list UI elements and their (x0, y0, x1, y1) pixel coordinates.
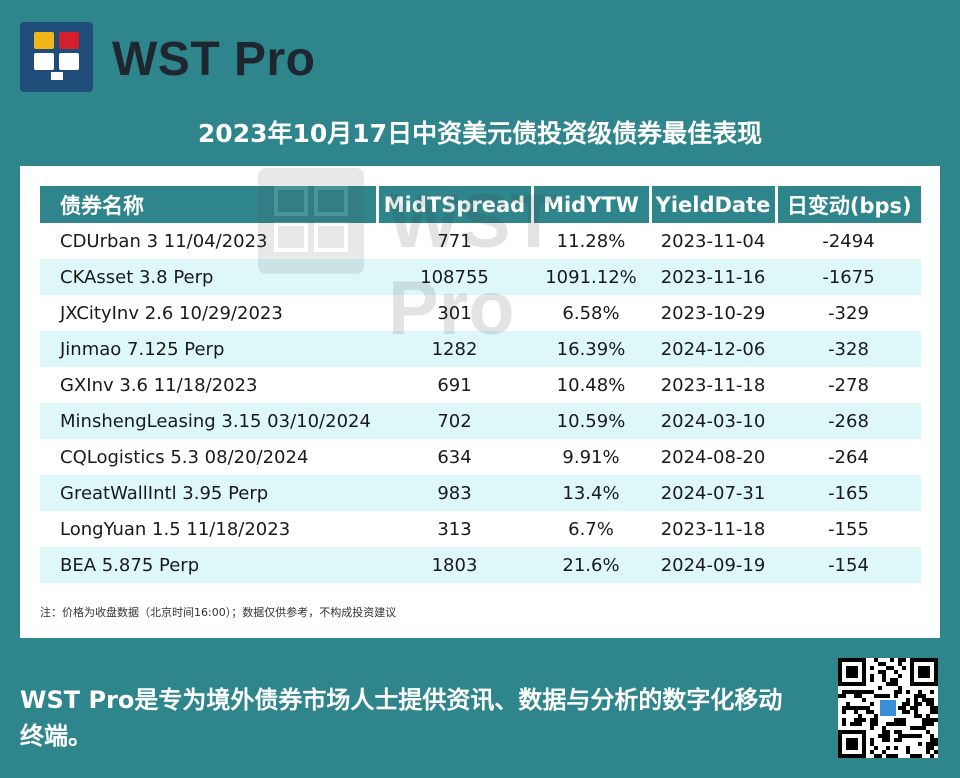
cell-yield-date: 2023-11-04 (660, 230, 766, 252)
cell-daily-change: -328 (776, 331, 921, 367)
table-row: GXInv 3.6 11/18/2023 691 10.48% 2023-11-… (40, 367, 921, 403)
column-header-yield-date: YieldDate (650, 186, 778, 223)
cell-mid-t-spread: 634 (437, 446, 472, 468)
cell-daily-change: -155 (828, 518, 869, 540)
table-card: 债券名称 MidTSpread MidYTW YieldDate 日变动(bps… (20, 166, 940, 638)
table-row: GreatWallIntl 3.95 Perp 983 13.4% 2024-0… (40, 475, 921, 511)
column-header-daily-change: 日变动(bps) (776, 186, 921, 223)
cell-mid-t-spread: 313 (437, 518, 472, 540)
table-row: LongYuan 1.5 11/18/2023 313 6.7% 2023-11… (40, 511, 921, 547)
bond-performance-table: 债券名称 MidTSpread MidYTW YieldDate 日变动(bps… (40, 186, 921, 583)
cell-mid-ytw: 11.28% (556, 230, 626, 252)
cell-daily-change: -2494 (822, 230, 875, 252)
cell-mid-ytw: 16.39% (532, 331, 650, 367)
qr-code-icon (838, 658, 938, 758)
cell-mid-ytw: 6.7% (568, 518, 614, 540)
cell-bond-name: CKAsset 3.8 Perp (40, 259, 377, 295)
cell-mid-ytw: 6.58% (562, 302, 620, 324)
cell-mid-ytw: 13.4% (532, 475, 650, 511)
table-row: MinshengLeasing 3.15 03/10/2024 702 10.5… (40, 403, 921, 439)
cell-daily-change: -278 (828, 374, 869, 396)
cell-mid-t-spread: 301 (437, 302, 472, 324)
cell-mid-ytw: 21.6% (532, 547, 650, 583)
footer-tagline: WST Pro是专为境外债券市场人士提供资讯、数据与分析的数字化移动终端。 (20, 686, 783, 750)
page-title: 2023年10月17日中资美元债投资级债券最佳表现 (197, 119, 763, 148)
cell-yield-date: 2024-07-31 (650, 475, 776, 511)
cell-mid-t-spread: 108755 (377, 259, 532, 295)
cell-yield-date: 2024-12-06 (650, 331, 776, 367)
cell-bond-name: MinshengLeasing 3.15 03/10/2024 (40, 403, 377, 439)
table-row: JXCityInv 2.6 10/29/2023 301 6.58% 2023-… (40, 295, 921, 331)
table-header-row: 债券名称 MidTSpread MidYTW YieldDate 日变动(bps… (40, 186, 921, 223)
brand-name: WST Pro (112, 33, 316, 86)
column-header-mid-ytw: MidYTW (532, 186, 652, 223)
disclaimer-note: 注：价格为收盘数据（北京时间16:00）；数据仅供参考，不构成投资建议 (40, 606, 397, 619)
table-row: Jinmao 7.125 Perp 1282 16.39% 2024-12-06… (40, 331, 921, 367)
cell-daily-change: -329 (828, 302, 869, 324)
cell-bond-name: JXCityInv 2.6 10/29/2023 (60, 302, 283, 324)
cell-daily-change: -264 (828, 446, 869, 468)
table-row: CQLogistics 5.3 08/20/2024 634 9.91% 202… (40, 439, 921, 475)
cell-yield-date: 2024-03-10 (650, 403, 776, 439)
cell-daily-change: -1675 (776, 259, 921, 295)
cell-yield-date: 2023-10-29 (660, 302, 766, 324)
cell-mid-ytw: 9.91% (562, 446, 620, 468)
brand-logo (20, 22, 93, 92)
cell-bond-name: BEA 5.875 Perp (40, 547, 377, 583)
cell-yield-date: 2024-08-20 (660, 446, 766, 468)
cell-mid-t-spread: 1803 (377, 547, 532, 583)
cell-mid-ytw: 10.59% (532, 403, 650, 439)
cell-bond-name: Jinmao 7.125 Perp (40, 331, 377, 367)
logo-square-red (59, 32, 79, 49)
cell-mid-t-spread: 702 (377, 403, 532, 439)
cell-mid-ytw: 1091.12% (532, 259, 650, 295)
cell-mid-t-spread: 983 (377, 475, 532, 511)
cell-mid-t-spread: 1282 (377, 331, 532, 367)
cell-mid-ytw: 10.48% (556, 374, 626, 396)
cell-yield-date: 2024-09-19 (650, 547, 776, 583)
column-header-mid-t-spread: MidTSpread (377, 186, 534, 223)
cell-yield-date: 2023-11-18 (660, 518, 766, 540)
logo-stand (51, 72, 63, 80)
cell-bond-name: CQLogistics 5.3 08/20/2024 (60, 446, 309, 468)
cell-bond-name: GXInv 3.6 11/18/2023 (60, 374, 258, 396)
cell-daily-change: -165 (776, 475, 921, 511)
cell-daily-change: -268 (776, 403, 921, 439)
cell-yield-date: 2023-11-18 (660, 374, 766, 396)
column-header-bond-name: 债券名称 (40, 186, 379, 223)
cell-yield-date: 2023-11-16 (650, 259, 776, 295)
cell-mid-t-spread: 771 (437, 230, 472, 252)
table-row: CDUrban 3 11/04/2023 771 11.28% 2023-11-… (40, 223, 921, 259)
cell-mid-t-spread: 691 (437, 374, 472, 396)
cell-bond-name: CDUrban 3 11/04/2023 (60, 230, 268, 252)
cell-bond-name: LongYuan 1.5 11/18/2023 (60, 518, 291, 540)
logo-square-yellow (34, 32, 54, 49)
cell-bond-name: GreatWallIntl 3.95 Perp (40, 475, 377, 511)
cell-daily-change: -154 (776, 547, 921, 583)
logo-square-white-right (59, 53, 79, 70)
table-row: CKAsset 3.8 Perp 108755 1091.12% 2023-11… (40, 259, 921, 295)
logo-square-white-left (34, 53, 54, 70)
table-row: BEA 5.875 Perp 1803 21.6% 2024-09-19 -15… (40, 547, 921, 583)
